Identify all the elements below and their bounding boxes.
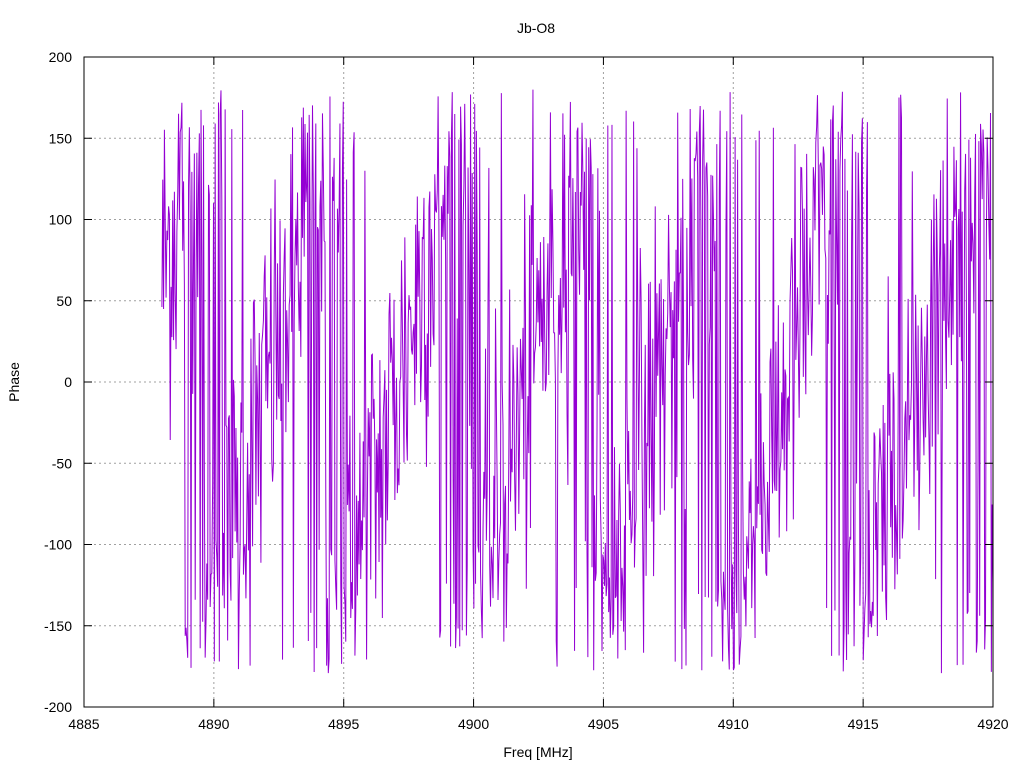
chart-title: Jb-O8 [517,20,555,36]
y-tick-label: -150 [44,618,72,634]
y-tick-label: 200 [49,49,73,65]
y-tick-label: -100 [44,537,72,553]
x-axis-label: Freq [MHz] [503,744,572,760]
axis-ticks: 4885 4890 4895 4900 4905 4910 4915 4920 -200 -150… [44,49,1009,732]
x-tick-label: 4920 [977,716,1008,732]
x-tick-label: 4905 [588,716,619,732]
y-tick-label: 150 [49,130,73,146]
x-tick-label: 4900 [458,716,489,732]
y-tick-label: 0 [64,374,72,390]
y-tick-label: -200 [44,699,72,715]
x-tick-label: 4895 [328,716,359,732]
y-axis-label: Phase [6,362,22,402]
y-tick-label: 100 [49,212,73,228]
y-tick-label: -50 [52,455,72,471]
x-tick-label: 4910 [718,716,749,732]
y-tick-label: 50 [56,293,72,309]
x-tick-label: 4915 [848,716,879,732]
phase-series-line [161,89,994,674]
series-group [161,89,994,674]
x-tick-label: 4890 [198,716,229,732]
x-tick-label: 4885 [68,716,99,732]
